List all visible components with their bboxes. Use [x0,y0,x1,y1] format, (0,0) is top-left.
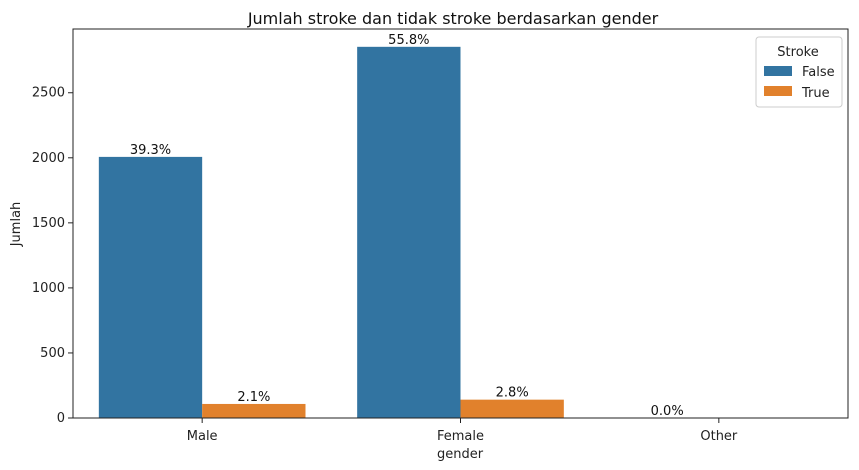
data-label-other-false: 0.0% [651,404,684,419]
y-tick-label-0: 0 [57,411,65,426]
legend-label-false: False [802,65,835,80]
y-tick-label-4: 2000 [32,151,65,166]
chart-title: Jumlah stroke dan tidak stroke berdasark… [247,9,659,28]
data-label-male-false: 39.3% [130,143,171,158]
x-tick-label-other: Other [700,429,738,444]
y-axis-label: Jumlah [9,202,24,248]
legend-swatch-true [764,86,792,96]
data-label-male-true: 2.1% [237,390,270,405]
legend-swatch-false [764,66,792,76]
y-tick-label-5: 2500 [32,86,65,101]
bar-female-true [460,399,564,418]
y-tick-label-2: 1000 [32,281,65,296]
bar-female-false [357,46,461,419]
data-label-female-false: 55.8% [388,33,429,48]
x-tick-label-female: Female [437,429,484,444]
legend-title: Stroke [777,45,818,60]
x-axis-label: gender [437,447,484,462]
y-tick-label-3: 1500 [32,216,65,231]
y-tick-label-1: 500 [40,346,65,361]
data-label-female-true: 2.8% [496,386,529,401]
bar-male-false [98,156,203,419]
bar-male-true [202,403,306,418]
plot-area: 0 500 1000 1500 2000 2500 Male 39.3% 2.1% Female 5… [32,33,738,444]
x-tick-label-male: Male [187,429,218,444]
legend-label-true: True [801,86,830,101]
plot-frame [72,28,849,419]
legend: Stroke False True [755,36,843,108]
